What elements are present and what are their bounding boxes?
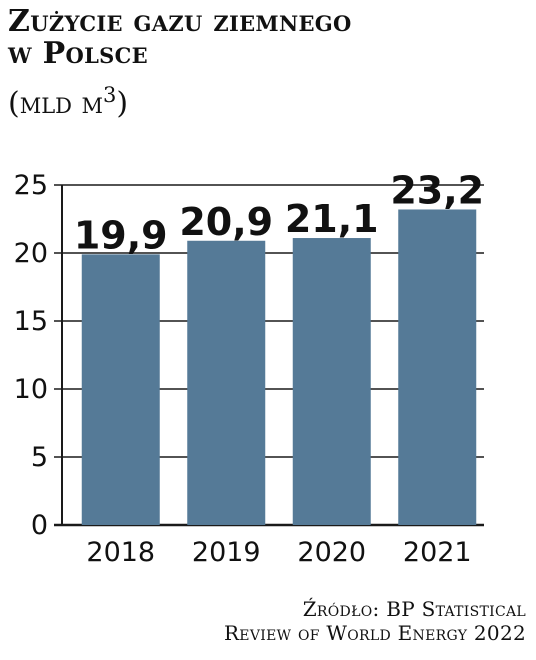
unit-label: (mld m3) bbox=[8, 83, 129, 121]
y-tick-label: 10 bbox=[14, 374, 48, 405]
bar-2019 bbox=[187, 240, 266, 525]
data-label: 23,2 bbox=[390, 168, 484, 212]
data-label: 19,9 bbox=[74, 213, 168, 257]
y-tick-label: 15 bbox=[14, 306, 48, 337]
data-label: 21,1 bbox=[285, 197, 379, 241]
source-note: Źródło: BP Statistical Review of World E… bbox=[224, 597, 526, 645]
y-tick-label: 25 bbox=[14, 170, 48, 201]
source-line-1: Źródło: BP Statistical bbox=[302, 597, 526, 621]
y-tick-label: 0 bbox=[31, 510, 48, 541]
bar-2018 bbox=[81, 254, 160, 526]
source-line-2: Review of World Energy 2022 bbox=[223, 621, 526, 645]
x-tick-label: 2021 bbox=[403, 537, 472, 568]
bar-chart: 0 5 10 15 20 25 19,9 2018 20,9 2019 21,1 2020 23,2 20… bbox=[14, 168, 484, 568]
x-tick-label: 2020 bbox=[297, 537, 366, 568]
title-line-2: w Polsce bbox=[8, 36, 148, 71]
bar-2021 bbox=[398, 209, 477, 526]
labels: 0 5 10 15 20 25 19,9 2018 20,9 2019 21,1 2020 23,2 20… bbox=[14, 168, 484, 568]
bars bbox=[81, 209, 477, 526]
unit-superscript: 3 bbox=[103, 83, 117, 107]
bar-2020 bbox=[292, 238, 371, 525]
y-tick-label: 20 bbox=[14, 238, 48, 269]
y-tick-label: 5 bbox=[31, 442, 48, 473]
x-tick-label: 2019 bbox=[192, 537, 261, 568]
data-label: 20,9 bbox=[179, 200, 273, 244]
title-line-1: Zużycie gazu ziemnego bbox=[8, 4, 352, 39]
x-tick-label: 2018 bbox=[86, 537, 155, 568]
chart-title: Zużycie gazu ziemnego w Polsce bbox=[8, 6, 528, 70]
